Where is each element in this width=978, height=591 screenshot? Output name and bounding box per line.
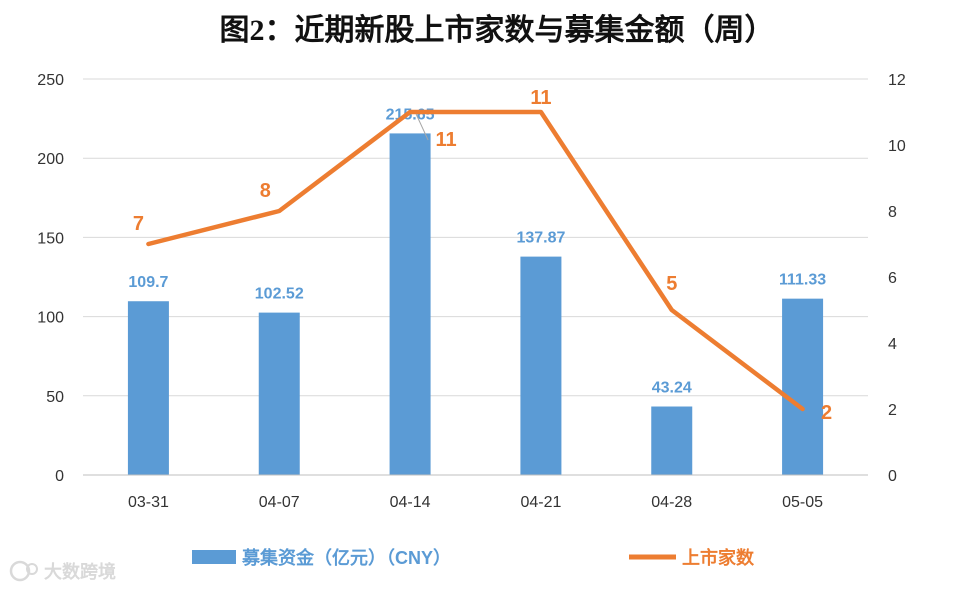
line-data-label: 8 [260, 180, 271, 202]
line-data-label: 11 [436, 129, 457, 151]
bar [258, 312, 300, 475]
y-left-tick-label: 100 [37, 310, 64, 327]
gridlines [83, 78, 868, 476]
y-left-tick-label: 0 [55, 468, 64, 485]
watermark-text: 大数跨境 [44, 561, 116, 582]
bar-data-label: 109.7 [128, 274, 168, 291]
x-axis: 03-31 04-07 04-14 04-21 04-28 05-05 [83, 474, 868, 511]
x-tick-label: 03-31 [128, 494, 169, 511]
y-right-tick-label: 12 [888, 72, 906, 89]
y-right-tick-label: 8 [888, 204, 897, 221]
y-left-tick-label: 50 [46, 389, 64, 406]
y-left-tick-label: 150 [37, 230, 64, 247]
bar [651, 406, 693, 475]
x-tick-label: 04-21 [520, 494, 561, 511]
x-tick-label: 05-05 [782, 494, 823, 511]
bar-data-label: 215.65 [386, 106, 435, 123]
y-axis-left: 0 50 100 150 200 250 [37, 72, 64, 485]
line-data-label: 7 [133, 213, 144, 235]
legend-line-label: 上市家数 [682, 547, 755, 568]
y-left-tick-label: 250 [37, 72, 64, 89]
y-axis-right: 0 2 4 6 8 10 12 [888, 72, 906, 485]
y-right-tick-label: 2 [888, 402, 897, 419]
y-right-tick-label: 4 [888, 336, 897, 353]
line-data-label: 11 [530, 87, 551, 109]
y-right-tick-label: 6 [888, 270, 897, 287]
bar [389, 133, 431, 475]
bar-data-label: 111.33 [779, 272, 826, 289]
bar-data-label: 43.24 [652, 380, 692, 397]
y-left-tick-label: 200 [37, 151, 64, 168]
bar [782, 298, 824, 475]
legend-bar-label: 募集资金（亿元）（CNY） [241, 547, 451, 568]
line-path [146, 109, 805, 412]
chart-title: 图2：近期新股上市家数与募集金额（周） [220, 13, 775, 47]
line-series: 7 8 11 11 5 2 [133, 87, 832, 424]
bar [520, 256, 562, 475]
x-tick-label: 04-14 [390, 494, 431, 511]
legend: 募集资金（亿元）（CNY） 上市家数 [192, 547, 755, 568]
x-tick-label: 04-28 [651, 494, 692, 511]
line-data-label: 5 [666, 273, 677, 295]
bar-data-label: 137.87 [516, 230, 565, 247]
bar-data-label: 102.52 [255, 286, 304, 303]
watermark: 大数跨境 [9, 560, 116, 582]
legend-bar-swatch [192, 550, 236, 564]
y-right-tick-label: 0 [888, 468, 897, 485]
bar-series: 109.7 102.52 215.65 137.87 43.24 111.33 [127, 106, 826, 475]
y-right-tick-label: 10 [888, 138, 906, 155]
logo-mark-icon [9, 560, 38, 582]
line-data-label: 2 [821, 402, 832, 424]
leader-line [415, 113, 429, 141]
x-tick-label: 04-07 [259, 494, 300, 511]
bar [127, 301, 169, 475]
